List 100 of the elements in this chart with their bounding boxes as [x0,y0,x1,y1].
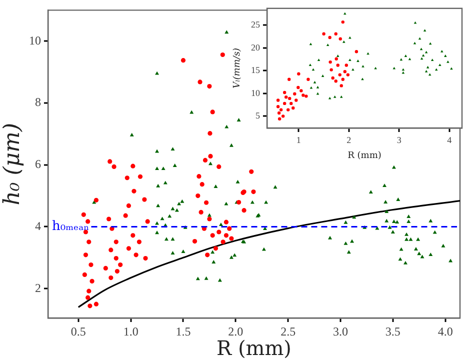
x-axis-title: R (mm) [348,150,382,161]
point [293,92,296,96]
point [276,105,280,108]
point [338,37,342,40]
point [286,108,290,112]
point [279,108,283,112]
point [354,50,358,54]
point [340,95,343,98]
y-tick-label: 5 [256,110,260,121]
point [282,102,286,106]
point [316,92,320,95]
point [312,68,315,71]
y-axis-title: Vₗ(mm/s) [232,48,243,88]
point [317,58,320,62]
y-tick-label: 10 [29,33,41,48]
point [338,73,342,76]
point [434,68,438,71]
point [282,90,286,94]
point [302,94,305,97]
point [333,95,336,98]
point [348,36,352,39]
x-tick-label: 0.5 [70,324,86,338]
point [424,50,428,54]
x-tick-label: 4.0 [438,324,453,338]
point [426,66,430,68]
point [344,12,346,15]
x-tick-label: 2.0 [228,324,244,338]
point [400,58,403,61]
point [341,20,344,24]
point [300,89,303,92]
y-axis-title: h₀ (μm) [0,122,25,206]
x-tick-label: 3 [396,134,402,145]
point [361,78,364,80]
point [310,86,313,89]
point [352,68,354,71]
point [278,117,282,121]
x-tick-label: 1.0 [123,324,138,338]
x-tick-label: 3.5 [385,324,400,338]
y-tick-label: 20 [251,42,260,52]
y-tick-label: 2 [35,280,41,295]
ref-line-label: h₀ₘₑₐₙ [52,219,90,234]
point [288,96,292,100]
point [304,94,308,98]
point [322,32,326,36]
point [420,48,423,50]
point [288,78,291,81]
point [334,57,338,60]
point [308,64,312,66]
point [430,58,434,62]
x-tick-label: 1 [296,134,301,145]
point [334,32,338,36]
point [414,21,417,24]
point [366,52,370,55]
point [294,98,298,102]
point [309,42,312,46]
point [336,64,340,67]
point [281,114,285,118]
x-tick-label: 3.0 [332,324,348,338]
point [408,58,412,60]
point [418,37,422,40]
point [340,84,343,88]
point [343,70,346,74]
point [446,60,450,63]
point [402,68,405,71]
point [334,80,338,83]
point [420,57,424,60]
x-tick-label: 2 [346,134,352,145]
point [316,86,320,88]
point [328,60,332,64]
point [413,42,416,44]
x-tick-label: 1.5 [176,324,191,338]
point [328,36,332,40]
point [326,44,330,46]
point [296,86,300,90]
point [292,106,295,110]
point [402,71,405,74]
point [297,72,300,76]
point [330,68,333,72]
y-tick-label: 8 [35,95,41,110]
y-tick-label: 4 [35,218,41,233]
point [342,40,346,43]
y-tick-label: 10 [251,88,260,98]
point [277,111,281,115]
x-tick-label: 4 [447,134,452,145]
point [306,78,310,81]
point [276,98,280,102]
y-tick-label: 15 [251,65,260,76]
point [428,73,432,76]
x-axis-title: R (mm) [216,336,292,360]
point [284,95,288,99]
point [341,78,344,81]
point [290,102,293,106]
point [346,73,350,76]
y-tick-label: 6 [35,157,41,172]
point [438,64,442,66]
point [331,76,334,80]
point [344,64,348,67]
y-tick-label: 25 [251,20,260,30]
point [313,80,316,84]
point [348,58,352,62]
